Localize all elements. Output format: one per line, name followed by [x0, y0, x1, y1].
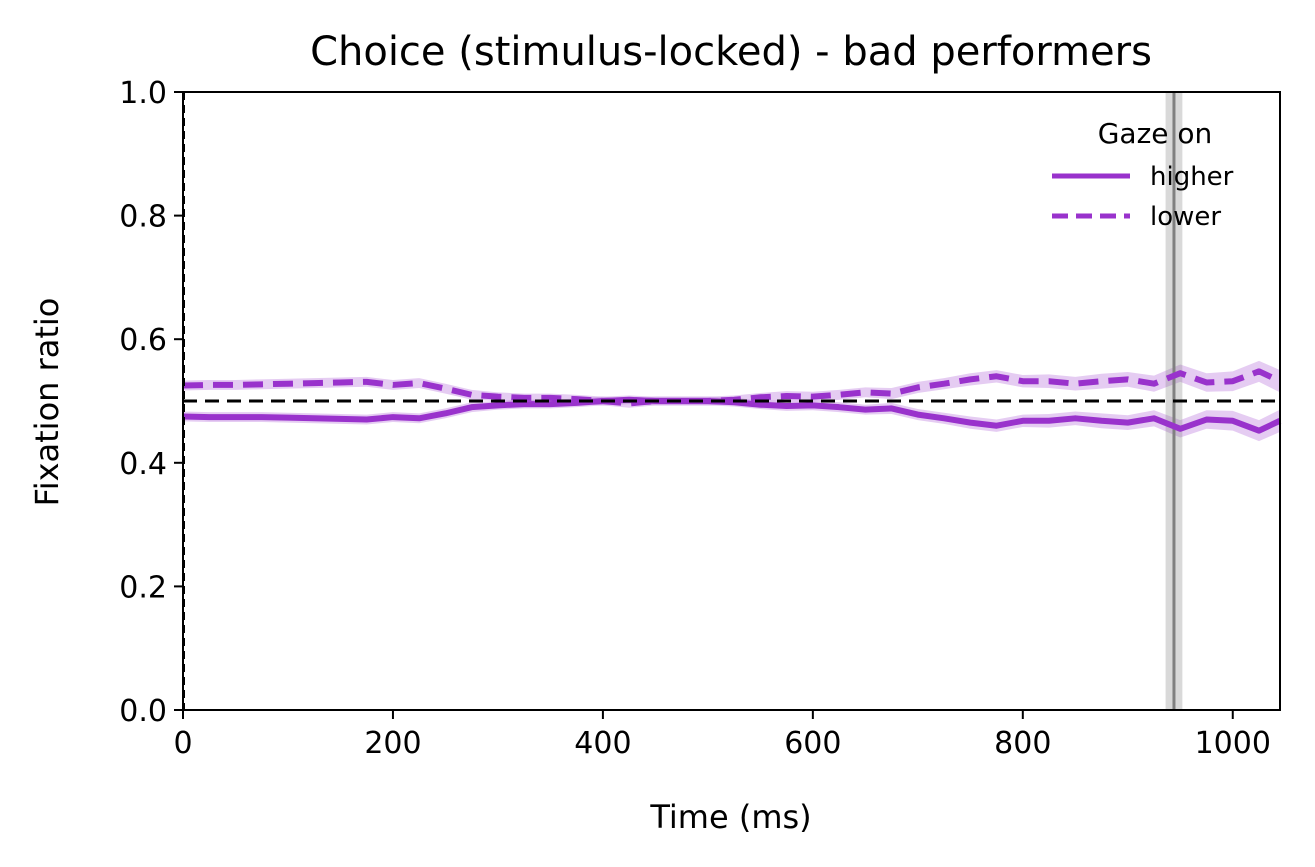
- x-tick-label: 800: [994, 726, 1051, 761]
- x-tick-label: 200: [364, 726, 421, 761]
- x-tick-label: 400: [574, 726, 631, 761]
- x-tick-label: 600: [784, 726, 841, 761]
- y-axis-label: Fixation ratio: [28, 298, 66, 507]
- y-tick-label: 0.0: [119, 694, 167, 729]
- error-band-higher: [183, 395, 1280, 442]
- legend-label-lower: lower: [1150, 202, 1221, 232]
- x-axis-label: Time (ms): [649, 798, 811, 836]
- plot-area: 0 200 400 600 800 1000 0.0 0.2 0.4 0.6 0.8 1.0: [119, 76, 1282, 761]
- chart-title: Choice (stimulus-locked) - bad performer…: [310, 29, 1152, 75]
- error-band-lower: [183, 360, 1280, 408]
- x-tick-label: 0: [173, 726, 192, 761]
- y-tick-label: 0.6: [119, 323, 167, 358]
- x-tick-label: 1000: [1195, 726, 1271, 761]
- y-tick-label: 1.0: [119, 76, 167, 111]
- y-tick-label: 0.4: [119, 447, 167, 482]
- y-tick-label: 0.8: [119, 200, 167, 235]
- legend-title: Gaze on: [1098, 117, 1213, 150]
- legend-label-higher: higher: [1150, 162, 1234, 192]
- legend: Gaze on higher lower: [1052, 117, 1234, 232]
- axes-frame: [182, 91, 1281, 711]
- y-tick-label: 0.2: [119, 570, 167, 605]
